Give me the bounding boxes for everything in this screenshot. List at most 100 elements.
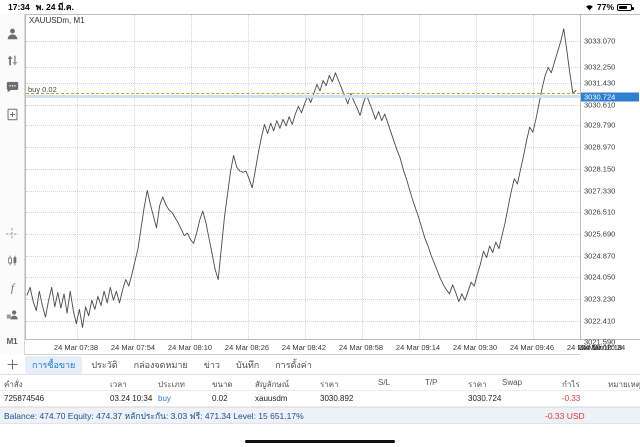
gridline-v [191,15,192,339]
add-tab-button[interactable] [0,358,25,371]
table-column-header: S/L [378,378,391,387]
tab-mailbox[interactable]: กล่องจดหมาย [133,359,188,370]
table-header-row: คำสั่ง เวลา ประเภท ขนาด สัญลักษณ์ ราคา S/L T/P ร… [0,375,640,391]
candlestick-icon[interactable] [0,247,25,274]
order-line-label: buy 0.02 [28,85,57,94]
status-bar: 17:34 พ. 24 มี.ค. 77% [0,0,640,14]
time-tick-label: 24 Mar 10:18 [577,343,623,352]
time-axis: 24 Mar 07:38 24 Mar 07:54 24 Mar 08:10 24 M… [25,340,622,355]
battery-percent: 77% [596,2,614,12]
table-cell-volume: 0.02 [212,394,228,403]
table-column-header: คำสั่ง [4,380,23,389]
status-bar-right: 77% [585,2,634,12]
account-summary-text: Balance: 474.70 Equity: 474.37 หลักประกั… [4,410,304,421]
price-tick-label: 3021.590 [584,337,616,347]
table-column-header: เวลา [110,380,127,389]
gridline-h [26,169,580,170]
chat-bubble-icon[interactable] [0,74,25,101]
gridline-h [26,191,580,192]
time-tick-label: 24 Mar 09:30 [452,343,498,352]
crosshair-icon[interactable] [0,220,25,247]
order-price-dashed-line [26,93,580,94]
gridline-v [476,15,477,339]
price-tick-label: 3026.510 [584,207,616,217]
time-tick-label: 24 Mar 07:54 [110,343,156,352]
toolbar-top-group [0,20,25,128]
table-column-header: กำไร [562,380,580,389]
gridline-v [134,15,135,339]
gridline-v [305,15,306,339]
price-tick-label: 3023.230 [584,294,616,304]
gridline-h [26,212,580,213]
gridline-h [26,67,580,68]
table-cell-profit: -0.33 [562,394,581,403]
indicators-icon[interactable]: f [0,274,25,301]
accounts-icon[interactable] [0,20,25,47]
table-cell-order: 725874546 [4,394,45,403]
price-tick-label: 3032.250 [584,62,616,72]
timeframe-button[interactable]: M1 [0,328,25,355]
table-column-header: T/P [425,378,438,387]
trade-arrows-icon[interactable] [0,47,25,74]
gridline-v [419,15,420,339]
table-cell-symbol: xauusdm [255,394,288,403]
time-tick-label: 24 Mar 08:26 [224,343,270,352]
table-cell-open-price: 3030.892 [320,394,354,403]
bottom-tab-bar: การซื้อขาย ประวัติ กล่องจดหมาย ข่าว บันท… [0,355,640,375]
objects-icon[interactable] [0,301,25,328]
gridline-v [362,15,363,339]
table-cell-type: buy [158,394,171,403]
gridline-h [26,234,580,235]
table-cell-time: 03.24 10:34 [110,394,153,403]
bottom-safe-area [0,424,640,447]
tab-trade[interactable]: การซื้อขาย [25,355,83,374]
battery-icon [617,3,634,11]
positions-table: คำสั่ง เวลา ประเภท ขนาด สัญลักษณ์ ราคา S/L T/P ร… [0,375,640,407]
price-tick-label: 3030.610 [584,100,616,110]
chart-plot[interactable]: XAUUSDm, M1 [25,14,580,340]
status-date: พ. 24 มี.ค. [35,2,74,12]
table-column-header: สัญลักษณ์ [255,380,290,389]
account-summary-bar: Balance: 474.70 Equity: 474.37 หลักประกั… [0,407,640,424]
chart-area[interactable]: XAUUSDm, M1 [25,14,640,355]
chart-symbol-title: XAUUSDm, M1 [29,16,85,25]
home-indicator [245,440,395,443]
gridline-h [26,256,580,257]
wifi-icon [585,4,594,11]
status-bar-left: 17:34 พ. 24 มี.ค. [8,0,74,14]
toolbar-bottom-group: f M1 [0,220,25,355]
price-tick-label: 3031.430 [584,78,616,88]
time-tick-label: 24 Mar 08:58 [338,343,384,352]
tab-journal[interactable]: บันทึก [235,359,260,370]
gridline-h [26,83,580,84]
table-row[interactable]: 725874546 03.24 10:34 buy 0.02 xauusdm 3030.8… [0,391,640,407]
price-tick-label: 3025.690 [584,229,616,239]
price-axis[interactable]: 3033.070 3032.250 3031.430 3030.610 3029.790… [580,14,640,347]
current-price-label: 3030.724 [581,92,639,102]
svg-text:f: f [10,283,15,294]
price-tick-label: 3022.410 [584,316,616,326]
gridline-v [533,15,534,339]
new-chart-icon[interactable] [0,101,25,128]
table-column-header: ประเภท [158,380,185,389]
gridline-h [26,125,580,126]
time-tick-label: 24 Mar 09:46 [509,343,555,352]
gridline-h [26,299,580,300]
tab-settings[interactable]: การตั้งค่า [275,359,312,370]
gridline-h [26,41,580,42]
gridline-v [77,15,78,339]
price-tick-label: 3028.970 [584,142,616,152]
tab-history[interactable]: ประวัติ [91,359,118,370]
time-tick-label: 24 Mar 08:10 [167,343,213,352]
price-tick-label: 3028.150 [584,164,616,174]
gridline-h [26,105,580,106]
price-tick-label: 3033.070 [584,36,616,46]
price-tick-label: 3024.050 [584,272,616,282]
tab-news[interactable]: ข่าว [203,359,220,370]
table-cell-cur-price: 3030.724 [468,394,502,403]
left-toolbar: f M1 [0,14,25,355]
time-tick-label: 24 Mar 09:14 [395,343,441,352]
price-tick-label: 3024.870 [584,251,616,261]
gridline-h [26,277,580,278]
